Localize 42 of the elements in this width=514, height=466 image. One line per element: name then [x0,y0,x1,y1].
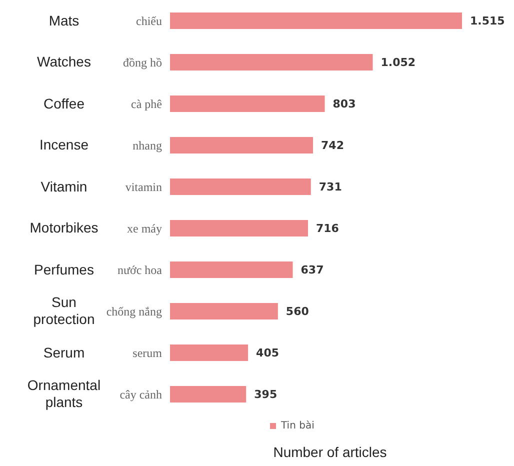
bar [170,178,311,196]
x-axis-title: Number of articles [273,444,387,460]
text: Mats [48,12,80,30]
data-label: 405 [256,346,280,360]
text: Ornamental plants [26,377,102,412]
y-tick-label: vitamin [125,180,162,194]
text: Incense [38,136,90,154]
data-label: 1.052 [380,56,416,69]
data-label: 731 [318,180,342,194]
data-label: 716 [316,222,340,235]
data-label: 637 [300,263,324,276]
bar [170,302,278,320]
bar [170,261,293,278]
text: Coffee [42,95,86,112]
text: Serum [42,344,86,362]
data-label: 395 [254,388,278,401]
text: Perfumes [33,261,95,278]
bar [170,136,314,154]
y-tick-label: đồng hồ [123,55,162,70]
y-tick-label: nhang [132,138,162,152]
text: Sun protection [32,294,96,328]
text: Vitamin [40,178,88,196]
data-label: 803 [332,97,356,110]
bar [170,386,246,403]
y-tick-label: serum [132,346,163,360]
y-tick-label: chống nắng [106,304,162,318]
data-label: 1.515 [470,14,505,28]
y-tick-label: cà phê [131,96,162,111]
legend-label: Tin bài [280,420,314,432]
bar [170,344,248,362]
y-tick-label: chiếu [136,14,162,28]
bar [170,54,373,71]
text: Motorbikes [28,220,100,237]
y-tick-label: nước hoa [117,262,163,277]
y-tick-label: xe máy [127,221,162,236]
y-tick-label: cây cảnh [120,387,162,402]
bar [170,95,325,112]
data-label: 742 [321,138,344,152]
bar [170,12,462,30]
text: Watches [36,54,92,71]
bar [170,220,308,237]
data-label: 560 [286,304,310,318]
